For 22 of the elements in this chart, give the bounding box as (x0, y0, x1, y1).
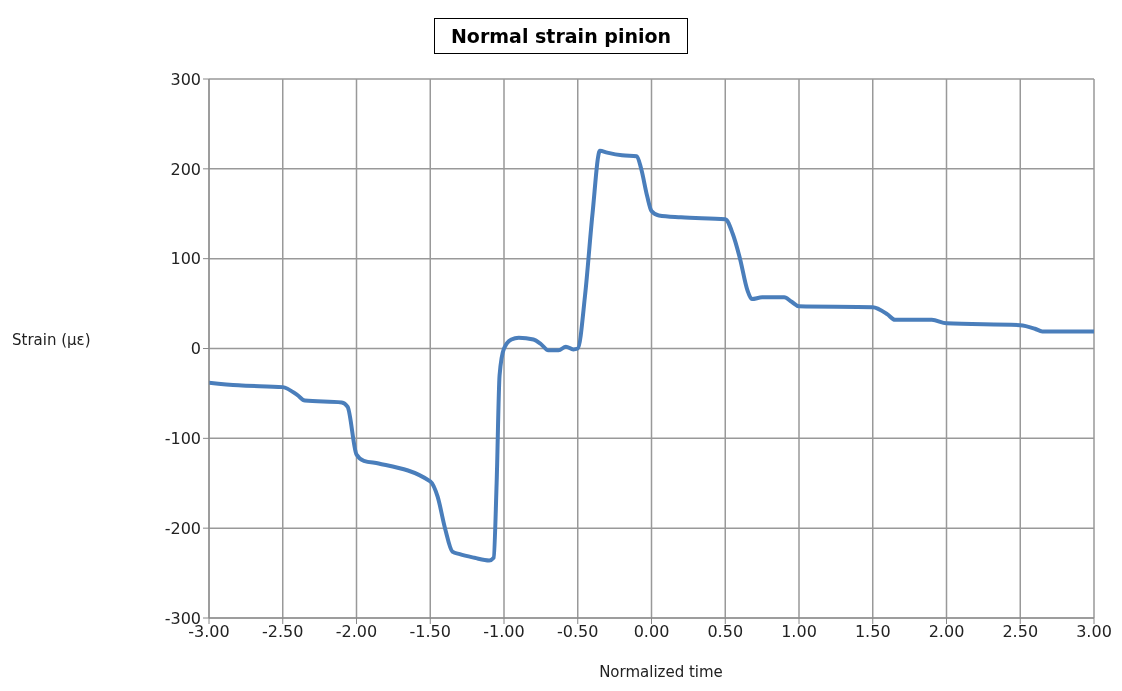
y-tick-label: 0 (190, 339, 201, 359)
x-tick-label: 1.00 (781, 622, 817, 642)
x-tick-label: 2.50 (1002, 622, 1039, 642)
x-tick-label: -1.50 (409, 622, 451, 642)
y-tick-label: -100 (164, 429, 201, 449)
line-series (209, 148, 1094, 563)
y-axis-title: Strain (με) (12, 331, 91, 349)
x-tick-label: 0.00 (633, 622, 670, 642)
y-tick-label: 300 (170, 69, 201, 89)
x-tick-label: 2.00 (928, 622, 965, 642)
x-tick-label: -1.00 (483, 622, 525, 642)
x-tick-label: -2.00 (335, 622, 378, 642)
x-tick-label: -2.50 (262, 622, 304, 642)
x-tick-label: 3.00 (1076, 622, 1112, 642)
chart-title: Normal strain pinion (433, 18, 689, 54)
x-tick-label: 0.50 (707, 622, 744, 642)
y-tick-label: 200 (170, 159, 201, 179)
y-tick-label: 100 (170, 249, 201, 269)
x-tick-label: -0.50 (557, 622, 599, 642)
x-axis-title: Normalized time (598, 663, 724, 681)
y-tick-label: -200 (164, 518, 201, 538)
x-tick-label: 1.50 (854, 622, 891, 642)
